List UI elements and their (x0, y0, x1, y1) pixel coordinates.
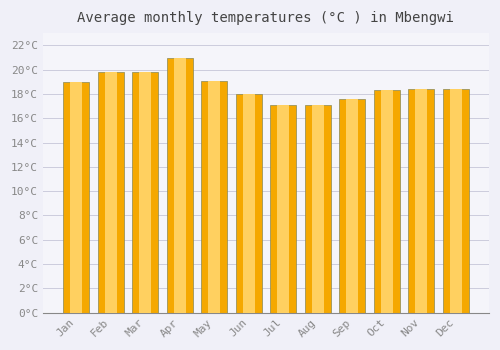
Bar (105, 72, 117, 313)
Bar (270, 105, 296, 313)
Bar (201, 80, 227, 313)
Bar (381, 90, 392, 313)
Bar (450, 89, 462, 313)
Bar (304, 105, 330, 313)
Bar (140, 72, 151, 313)
Title: Average monthly temperatures (°C ) in Mbengwi: Average monthly temperatures (°C ) in Mb… (78, 11, 454, 25)
Bar (63, 82, 89, 313)
Bar (208, 80, 220, 313)
Bar (243, 94, 254, 313)
Bar (346, 99, 358, 313)
Bar (132, 72, 158, 313)
Bar (166, 57, 192, 313)
Bar (416, 89, 427, 313)
Bar (236, 94, 262, 313)
Bar (174, 57, 186, 313)
Bar (442, 89, 468, 313)
Bar (339, 99, 365, 313)
Bar (70, 82, 82, 313)
Bar (98, 72, 124, 313)
Bar (374, 90, 400, 313)
Bar (278, 105, 289, 313)
Bar (408, 89, 434, 313)
Bar (312, 105, 324, 313)
